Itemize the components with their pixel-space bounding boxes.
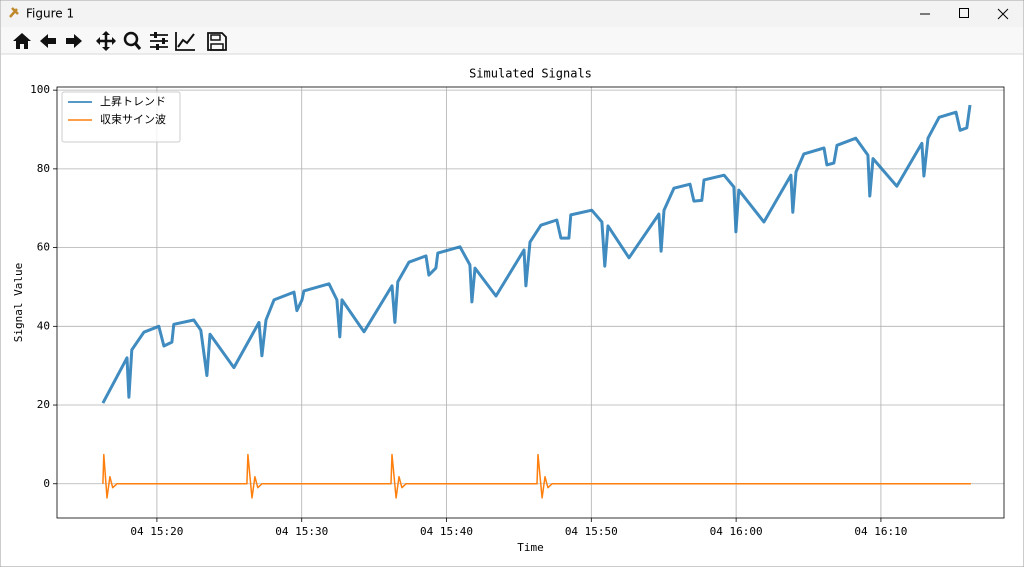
configure-button[interactable] <box>150 32 168 50</box>
y-tick-label: 20 <box>37 398 50 411</box>
save-button[interactable] <box>207 32 227 51</box>
app-icon <box>9 7 19 18</box>
y-tick-label: 0 <box>43 477 50 490</box>
legend-label: 収束サイン波 <box>100 113 166 126</box>
chart: 0 20 40 60 80 100 04 15:20 04 15:30 04 15:40 04 1… <box>12 67 1005 554</box>
series-line <box>102 453 971 499</box>
axes-frame <box>56 86 1005 519</box>
chart-title: Simulated Signals <box>469 67 592 81</box>
y-axis-label: Signal Value <box>12 263 25 342</box>
series-line <box>101 104 972 404</box>
y-tick-label: 40 <box>37 319 50 332</box>
minimize-button[interactable] <box>905 2 945 26</box>
forward-button[interactable] <box>66 34 82 48</box>
y-tick-label: 100 <box>30 83 50 96</box>
x-tick-label: 04 15:40 <box>420 525 473 538</box>
x-tick-label: 04 15:20 <box>130 525 183 538</box>
x-tick-label: 04 16:00 <box>710 525 763 538</box>
x-axis-label: Time <box>517 541 544 554</box>
window-title: Figure 1 <box>26 7 74 21</box>
toolbar <box>1 27 1023 54</box>
y-tick-label: 60 <box>37 241 50 254</box>
x-tick-label: 04 15:50 <box>565 525 618 538</box>
home-button[interactable] <box>13 33 31 49</box>
pan-button[interactable] <box>96 31 116 51</box>
y-tick-label: 80 <box>37 162 50 175</box>
zoom-button[interactable] <box>123 31 142 50</box>
x-tick-label: 04 15:30 <box>275 525 328 538</box>
title-bar <box>1 1 1023 27</box>
edit-axis-button[interactable] <box>175 32 195 51</box>
maximize-button[interactable] <box>945 2 985 26</box>
x-tick-label: 04 16:10 <box>854 525 907 538</box>
legend-label: 上昇トレンド <box>100 95 166 108</box>
back-button[interactable] <box>40 34 56 48</box>
legend-box <box>61 91 181 143</box>
close-button[interactable] <box>985 2 1023 26</box>
